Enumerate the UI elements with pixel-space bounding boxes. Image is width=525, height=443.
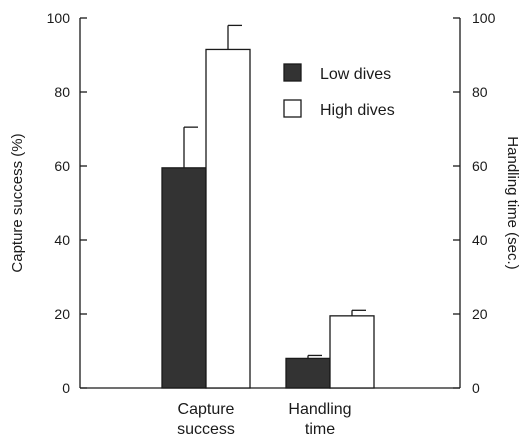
- axes-group: 0 20 40 60 80 100 0 20 40 60 80 100 Capture success …: [9, 10, 521, 396]
- left-tick-label: 100: [47, 10, 71, 26]
- category-label: Handling: [288, 401, 351, 418]
- left-tick-label: 20: [54, 306, 70, 322]
- category-label: success: [177, 421, 235, 438]
- bar-high-dives-handling-time: [329, 315, 375, 389]
- legend-swatch: [283, 99, 302, 118]
- left-tick-label: 80: [54, 84, 70, 100]
- legend-label: Low dives: [320, 66, 391, 83]
- right-axis-title: Handling time (sec.): [504, 136, 521, 269]
- bars-group: [161, 24, 375, 389]
- category-label: time: [305, 421, 335, 438]
- left-tick-label: 40: [54, 232, 70, 248]
- category-label: Capture: [178, 401, 235, 418]
- legend-swatch: [283, 63, 302, 82]
- bar-low-dives-handling-time: [285, 357, 331, 389]
- bar-high-dives-capture-success: [205, 48, 251, 389]
- legend-label: High dives: [320, 102, 395, 119]
- right-tick-label: 60: [472, 158, 488, 174]
- bar-low-dives-capture-success: [161, 167, 207, 389]
- left-tick-label: 0: [62, 380, 70, 396]
- right-tick-label: 40: [472, 232, 488, 248]
- right-tick-label: 80: [472, 84, 488, 100]
- right-tick-label: 100: [472, 10, 496, 26]
- right-tick-label: 20: [472, 306, 488, 322]
- labels-group: Capture success Handling time: [177, 401, 351, 438]
- legend: Low dives High dives: [283, 63, 395, 119]
- left-tick-label: 60: [54, 158, 70, 174]
- left-axis-title: Capture success (%): [9, 133, 26, 272]
- right-tick-label: 0: [472, 380, 480, 396]
